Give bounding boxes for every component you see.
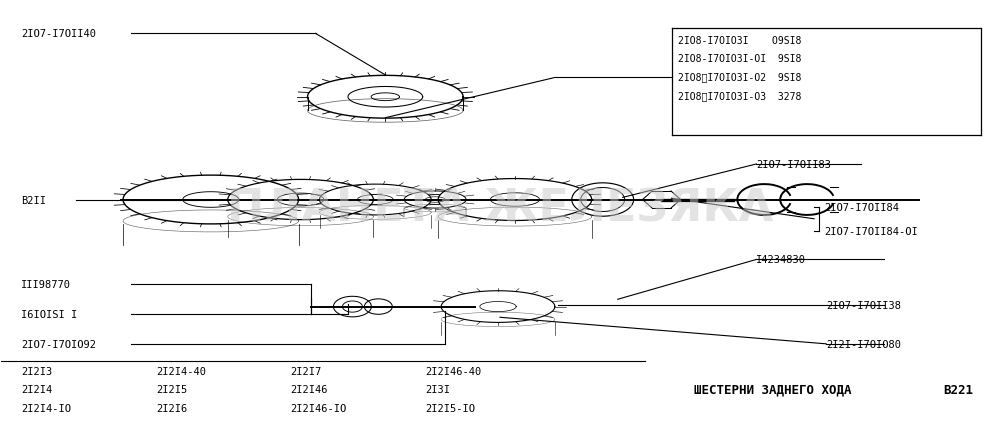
Text: 2I2I4-40: 2I2I4-40 <box>156 366 206 376</box>
Text: 2IO8ℓI7OIO3I-O2  9SI8: 2IO8ℓI7OIO3I-O2 9SI8 <box>678 72 801 83</box>
Text: В221: В221 <box>944 383 974 396</box>
Text: 2I2I46: 2I2I46 <box>291 384 328 394</box>
Text: 2I2I5-IO: 2I2I5-IO <box>425 403 475 413</box>
Text: ШЕСТЕРНИ ЗАДНЕГО ХОДА: ШЕСТЕРНИ ЗАДНЕГО ХОДА <box>694 383 852 396</box>
Text: 2IO7-I7OII84-OI: 2IO7-I7OII84-OI <box>824 226 918 236</box>
Text: 2IO7-I7OII38: 2IO7-I7OII38 <box>826 301 901 310</box>
Text: 2I3I: 2I3I <box>425 384 450 394</box>
Text: 2I2I5: 2I2I5 <box>156 384 187 394</box>
Text: 2IO8-I7OIO3I-OI  9SI8: 2IO8-I7OIO3I-OI 9SI8 <box>678 54 801 64</box>
Text: ПЛАНЕТА ЖЕЛЕЗЯКА: ПЛАНЕТА ЖЕЛЕЗЯКА <box>227 187 773 230</box>
Text: 2I2I3: 2I2I3 <box>21 366 53 376</box>
Text: 2IO7-I7OII83: 2IO7-I7OII83 <box>756 160 831 169</box>
Text: 2I2I4-IO: 2I2I4-IO <box>21 403 71 413</box>
Text: III98770: III98770 <box>21 279 71 289</box>
Text: 2I2I6: 2I2I6 <box>156 403 187 413</box>
Text: 2IO8-I7OIO3I    O9SI8: 2IO8-I7OIO3I O9SI8 <box>678 36 801 46</box>
Text: 2IO7-I7OIO92: 2IO7-I7OIO92 <box>21 339 96 349</box>
Text: 2I2I4: 2I2I4 <box>21 384 53 394</box>
Text: I4234830: I4234830 <box>756 255 806 265</box>
Text: 2I2I46-IO: 2I2I46-IO <box>291 403 347 413</box>
Text: 2IO7-I7OII40: 2IO7-I7OII40 <box>21 29 96 39</box>
Text: 2IO8ℓI7OIO3I-O3  3278: 2IO8ℓI7OIO3I-O3 3278 <box>678 91 801 101</box>
Text: 2I2I7: 2I2I7 <box>291 366 322 376</box>
Text: 2I2I46-40: 2I2I46-40 <box>425 366 481 376</box>
Text: 2I2I-I7OIO80: 2I2I-I7OIO80 <box>826 339 901 349</box>
Text: I6IOISI I: I6IOISI I <box>21 309 78 319</box>
Text: В2II: В2II <box>21 195 46 205</box>
Text: 2IO7-I7OII84: 2IO7-I7OII84 <box>824 203 899 212</box>
